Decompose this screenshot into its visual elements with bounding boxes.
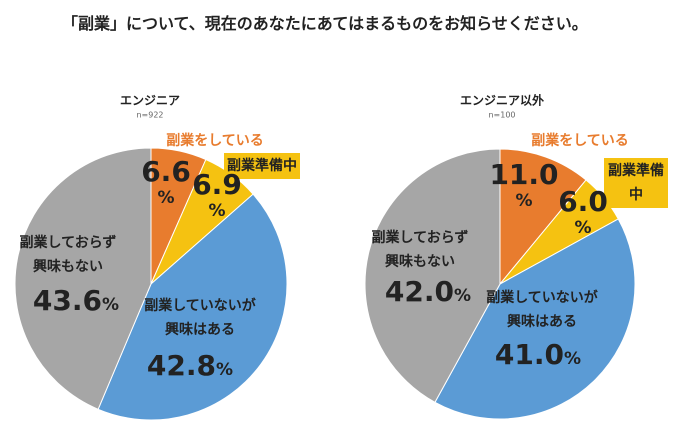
value-label: 11.0% <box>489 158 559 212</box>
pie-slice <box>14 147 152 410</box>
value-label: 43.6% <box>32 284 120 317</box>
slice-label: 副業をしている <box>531 133 629 149</box>
page-title: 「副業」について、現在のあなたにあてはまるものをお知らせください。 <box>62 14 588 33</box>
slice-label: 副業をしている <box>166 133 264 149</box>
chart-title: エンジニア以外 <box>459 93 545 108</box>
pie-slice <box>434 218 636 420</box>
value-label: 6.0% <box>558 185 608 239</box>
value-label: 6.6% <box>141 155 191 209</box>
pie-slice <box>364 148 501 403</box>
value-label: 41.0% <box>494 338 582 371</box>
chart-title: エンジニア <box>119 93 181 108</box>
chart-subtitle: n=922 <box>136 110 164 120</box>
pie-slice <box>97 193 288 421</box>
slice-label: 副業しておらず 興味もない <box>371 230 469 270</box>
slice-label: 副業していないが 興味はある <box>486 290 598 330</box>
slice-label: 副業していないが 興味はある <box>144 298 256 338</box>
slice-label: 副業しておらず 興味もない <box>19 235 117 275</box>
value-label: 42.0% <box>384 275 472 308</box>
pie-slice <box>499 148 587 286</box>
value-label: 42.8% <box>146 349 234 382</box>
slice-label: 副業準備中 <box>224 153 300 179</box>
slice-label: 副業準備中 <box>604 158 668 208</box>
value-label: 6.9% <box>192 168 242 222</box>
chart-subtitle: n=100 <box>488 110 516 120</box>
